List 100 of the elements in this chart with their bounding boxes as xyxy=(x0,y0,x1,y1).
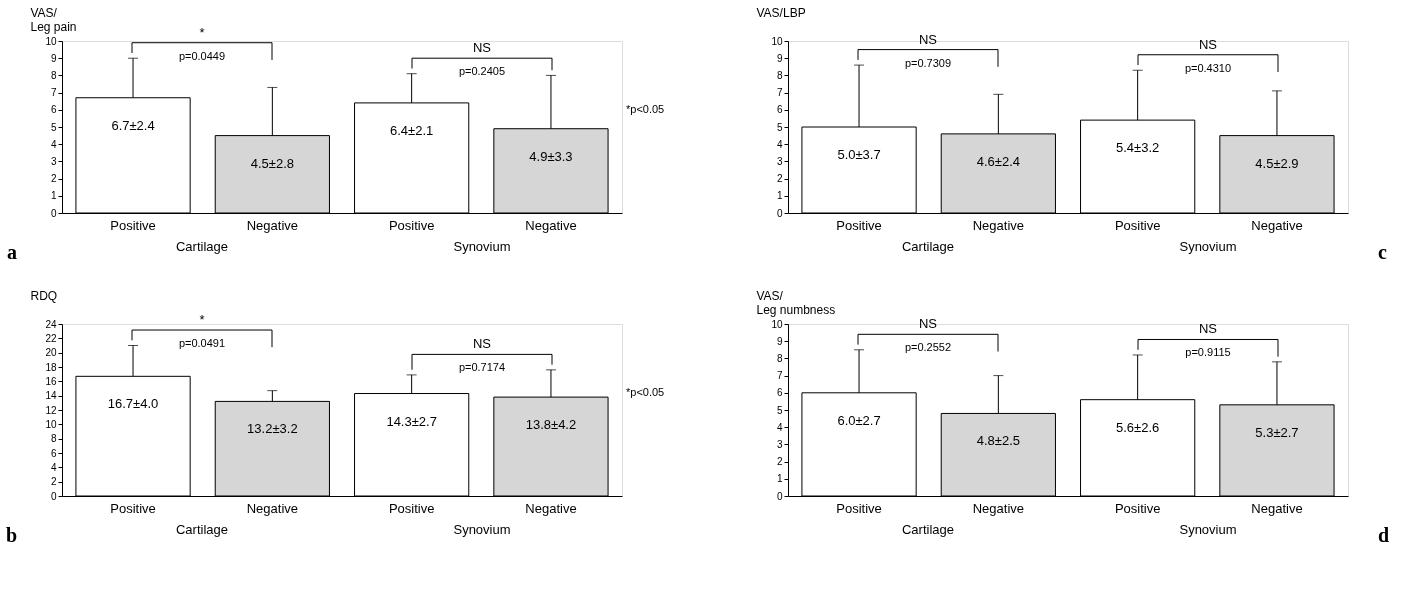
data-label: 4.9±3.3 xyxy=(529,148,573,164)
y-tick-label: 3 xyxy=(50,155,57,167)
y-tick-label: 20 xyxy=(45,347,57,359)
data-label: 6.7±2.4 xyxy=(111,117,155,133)
text: *p<0.05 xyxy=(626,102,665,115)
text: b xyxy=(5,524,17,546)
y-tick-label: 9 xyxy=(776,335,783,347)
data-label: 14.3±2.7 xyxy=(386,413,437,429)
data-label: 4.6±2.4 xyxy=(976,153,1020,169)
data-label: 13.8±4.2 xyxy=(525,417,577,433)
data-label: 4.8±2.5 xyxy=(976,433,1020,449)
annotation: p=0.7309 xyxy=(904,56,952,69)
y-tick-label: 3 xyxy=(776,155,783,167)
x-tick-label: Negative xyxy=(972,500,1024,516)
x-tick-label: Negative xyxy=(525,217,577,233)
x-tick-label: Positive xyxy=(1114,500,1161,516)
x-tick-label: Positive xyxy=(388,217,435,233)
y-tick-label: 1 xyxy=(50,190,57,202)
text: Cartilage xyxy=(175,522,229,537)
x-tick-label: Negative xyxy=(972,217,1024,233)
y-tick-label: 10 xyxy=(45,418,57,430)
y-axis-title: RDQ xyxy=(30,288,58,303)
x-tick-label: Positive xyxy=(836,217,882,233)
text: Synovium xyxy=(453,239,511,254)
y-tick-label: 2 xyxy=(776,456,783,468)
y-tick-label: 2 xyxy=(50,173,57,185)
text: *p<0.05 xyxy=(626,385,665,398)
text: Cartilage xyxy=(175,239,229,254)
y-tick-label: 6 xyxy=(50,104,57,116)
annotation: NS xyxy=(1198,321,1218,337)
y-tick-label: 8 xyxy=(50,433,57,445)
x-tick-label: Positive xyxy=(110,500,156,516)
annotation: NS xyxy=(1198,36,1218,52)
data-label: 5.3±2.7 xyxy=(1255,424,1299,440)
x-tick-label: Negative xyxy=(1251,217,1303,233)
y-tick-label: 8 xyxy=(776,352,783,364)
annotation: p=0.7174 xyxy=(458,361,506,374)
y-tick-label: 4 xyxy=(776,138,783,150)
annotation: NS xyxy=(472,336,492,352)
annotation: NS xyxy=(472,40,492,56)
y-tick-label: 1 xyxy=(776,473,783,485)
y-tick-label: 8 xyxy=(776,69,783,81)
text: Synovium xyxy=(1179,522,1237,537)
annotation: p=0.9115 xyxy=(1185,346,1231,359)
x-tick-label: Positive xyxy=(110,217,156,233)
text: * xyxy=(199,24,205,40)
y-tick-label: 7 xyxy=(50,87,57,99)
y-tick-label: 0 xyxy=(776,207,783,219)
y-tick-label: 8 xyxy=(50,69,57,81)
y-tick-label: 14 xyxy=(45,390,57,402)
y-tick-label: 1 xyxy=(776,190,783,202)
x-tick-label: Positive xyxy=(388,500,435,516)
data-label: 5.0±3.7 xyxy=(837,147,881,162)
text: Synovium xyxy=(453,522,511,537)
annotation: * xyxy=(199,312,205,328)
data-label: 6.4±2.1 xyxy=(390,122,434,138)
text: d xyxy=(1378,524,1390,546)
y-tick-label: 18 xyxy=(45,361,57,373)
x-tick-label: Positive xyxy=(836,500,882,516)
x-tick-label: Negative xyxy=(525,500,577,516)
data-label: 6.0±2.7 xyxy=(837,412,881,428)
y-tick-label: 9 xyxy=(50,52,57,64)
x-tick-label: Negative xyxy=(246,500,298,516)
y-tick-label: 5 xyxy=(50,121,57,133)
y-tick-label: 2 xyxy=(776,173,783,185)
y-tick-label: 10 xyxy=(771,35,783,47)
y-tick-label: 2 xyxy=(50,476,57,488)
annotation: p=0.0491 xyxy=(178,337,226,350)
data-label: 4.5±2.8 xyxy=(250,155,294,171)
y-tick-label: 7 xyxy=(776,87,783,99)
text: Cartilage xyxy=(901,522,955,537)
text: a xyxy=(7,241,17,263)
y-tick-label: 16 xyxy=(45,375,57,387)
annotation: NS xyxy=(918,31,938,47)
y-tick-label: 12 xyxy=(45,404,57,416)
data-label: 13.2±3.2 xyxy=(247,421,298,437)
y-axis-title: VAS/ Leg numbness xyxy=(756,288,836,317)
y-tick-label: 6 xyxy=(776,104,783,116)
data-label: 16.7±4.0 xyxy=(107,396,159,412)
data-label: 5.6±2.6 xyxy=(1116,419,1160,435)
x-tick-label: Positive xyxy=(1114,217,1161,233)
y-tick-label: 0 xyxy=(50,207,57,219)
y-tick-label: 0 xyxy=(50,490,57,502)
y-tick-label: 5 xyxy=(776,121,783,133)
y-tick-label: 10 xyxy=(45,35,57,47)
x-tick-label: Negative xyxy=(246,217,298,233)
y-tick-label: 22 xyxy=(45,332,57,344)
y-tick-label: 24 xyxy=(45,318,57,330)
y-tick-label: 3 xyxy=(776,438,783,450)
y-tick-label: 7 xyxy=(776,370,783,382)
y-axis-title: VAS/LBP xyxy=(756,5,806,20)
y-tick-label: 10 xyxy=(771,318,783,330)
y-tick-label: 9 xyxy=(776,52,783,64)
data-label: 5.4±3.2 xyxy=(1116,140,1160,156)
y-tick-label: 4 xyxy=(50,461,57,473)
annotation: p=0.2405 xyxy=(458,65,506,78)
data-label: 4.5±2.9 xyxy=(1255,155,1299,171)
y-tick-label: 6 xyxy=(776,387,783,399)
annotation: p=0.2552 xyxy=(904,341,952,354)
y-axis-title: VAS/ Leg pain xyxy=(30,5,77,34)
